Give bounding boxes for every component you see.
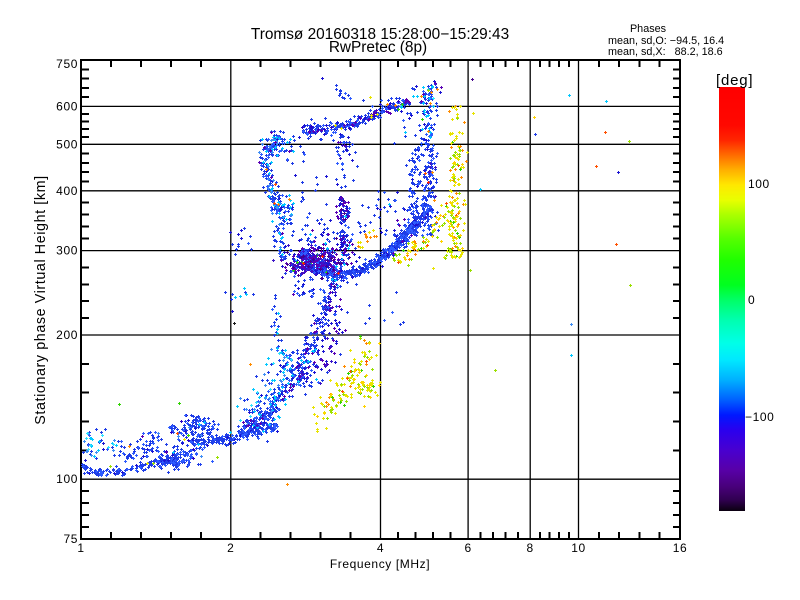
svg-text:6: 6 [464,541,471,555]
svg-text:16: 16 [673,541,688,555]
svg-text:100: 100 [56,472,78,486]
svg-text:300: 300 [56,244,78,258]
svg-text:0: 0 [748,293,755,307]
svg-text:10: 10 [571,541,586,555]
svg-text:Phases: Phases [630,23,667,35]
svg-text:8: 8 [527,541,534,555]
svg-text:mean, sd,X: 88.2, 18.6: mean, sd,X: 88.2, 18.6 [608,46,723,58]
svg-text:Tromsø 20160318 15:28:00−15:29: Tromsø 20160318 15:28:00−15:29:43 [251,26,509,43]
svg-text:4: 4 [377,541,384,555]
svg-text:RwPretec (8p): RwPretec (8p) [329,39,427,56]
svg-text:mean, sd,O: −94.5, 16.4: mean, sd,O: −94.5, 16.4 [608,35,724,47]
svg-text:400: 400 [56,184,78,198]
svg-text:2: 2 [227,541,234,555]
svg-text:Frequency [MHz]: Frequency [MHz] [330,557,430,571]
svg-text:1: 1 [77,541,84,555]
svg-text:500: 500 [56,137,78,151]
svg-text:100: 100 [748,177,770,191]
svg-text:600: 600 [56,99,78,113]
svg-text:[deg]: [deg] [716,72,753,89]
svg-text:−100: −100 [745,410,774,424]
svg-text:Stationary phase Virtual Heigh: Stationary phase Virtual Height [km] [33,175,49,424]
svg-text:75: 75 [63,532,78,546]
svg-text:200: 200 [56,328,78,342]
svg-text:750: 750 [56,57,78,71]
